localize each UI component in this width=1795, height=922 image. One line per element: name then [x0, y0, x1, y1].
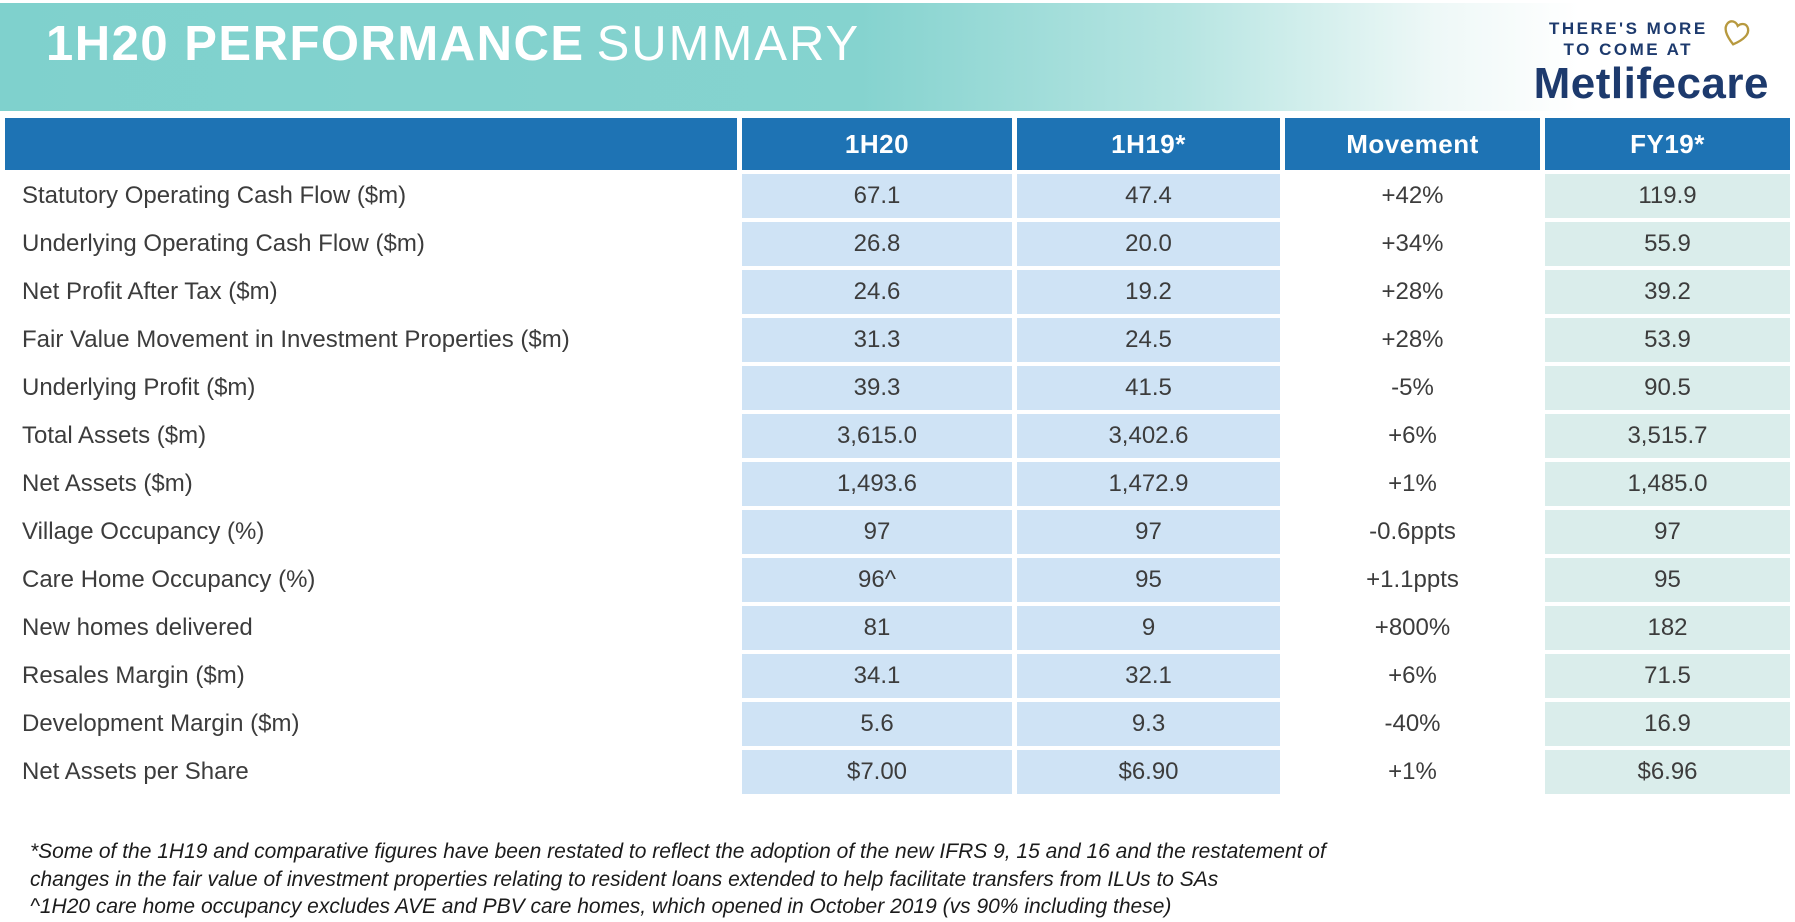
cell-movement: +1%: [1388, 470, 1437, 497]
cell-fy19: $6.96: [1545, 750, 1790, 794]
row-label: Fair Value Movement in Investment Proper…: [22, 326, 570, 353]
cell-fy19: 90.5: [1545, 366, 1790, 410]
cell-movement: +800%: [1374, 614, 1451, 641]
col-header-1h20: 1H20: [742, 118, 1012, 170]
cell-movement: +42%: [1381, 182, 1444, 209]
row-label: New homes delivered: [22, 614, 253, 641]
brand-wordmark: Metlifecare: [1533, 58, 1769, 108]
row-label: Net Assets ($m): [22, 470, 193, 497]
cell-1h19: 1,472.9: [1017, 462, 1280, 506]
cell-movement: +6%: [1388, 422, 1437, 449]
cell-fy19: 71.5: [1545, 654, 1790, 698]
row-label: Underlying Profit ($m): [22, 374, 256, 401]
footnotes: *Some of the 1H19 and comparative figure…: [30, 838, 1375, 921]
cell-1h20: 1,493.6: [742, 462, 1012, 506]
logo-tagline-row: THERE'S MORE TO COME AT: [1534, 14, 1769, 61]
cell-movement: -5%: [1391, 374, 1434, 401]
page-title-bold: 1H20 PERFORMANCE: [46, 17, 585, 71]
cell-1h20: 5.6: [742, 702, 1012, 746]
cell-1h19: 24.5: [1017, 318, 1280, 362]
title-banner: 1H20 PERFORMANCE SUMMARY: [0, 3, 1795, 111]
heart-outline-icon: [1718, 14, 1754, 57]
cell-1h19: 41.5: [1017, 366, 1280, 410]
cell-1h20: 26.8: [742, 222, 1012, 266]
page-title: 1H20 PERFORMANCE SUMMARY: [46, 16, 860, 72]
cell-1h20: 67.1: [742, 174, 1012, 218]
cell-movement: +1.1ppts: [1366, 566, 1459, 593]
col-header-1h19: 1H19*: [1017, 118, 1280, 170]
footnote-restated-figures: *Some of the 1H19 and comparative figure…: [30, 840, 1326, 891]
cell-1h20: 31.3: [742, 318, 1012, 362]
cell-fy19: 16.9: [1545, 702, 1790, 746]
row-label: Care Home Occupancy (%): [22, 566, 316, 593]
cell-fy19: 1,485.0: [1545, 462, 1790, 506]
cell-fy19: 95: [1545, 558, 1790, 602]
cell-fy19: 97: [1545, 510, 1790, 554]
cell-1h20: 81: [742, 606, 1012, 650]
page-title-light: SUMMARY: [596, 17, 861, 71]
cell-fy19: 119.9: [1545, 174, 1790, 218]
cell-1h19: 3,402.6: [1017, 414, 1280, 458]
logo-tagline-line1: THERE'S MORE: [1548, 19, 1708, 38]
cell-1h19: 95: [1017, 558, 1280, 602]
logo-tagline-line2: TO COME AT: [1563, 40, 1694, 60]
row-label: Statutory Operating Cash Flow ($m): [22, 182, 407, 209]
cell-1h19: 20.0: [1017, 222, 1280, 266]
cell-1h20: 34.1: [742, 654, 1012, 698]
footnote-care-home-occupancy: ^1H20 care home occupancy excludes AVE a…: [30, 895, 1172, 919]
cell-movement: -0.6ppts: [1369, 518, 1456, 545]
cell-1h19: 19.2: [1017, 270, 1280, 314]
cell-1h19: 97: [1017, 510, 1280, 554]
cell-fy19: 53.9: [1545, 318, 1790, 362]
cell-movement: +1%: [1388, 758, 1437, 785]
cell-movement: -40%: [1384, 710, 1441, 737]
row-label: Underlying Operating Cash Flow ($m): [22, 230, 425, 257]
cell-movement: +28%: [1381, 326, 1444, 353]
cell-movement: +28%: [1381, 278, 1444, 305]
cell-1h20: 24.6: [742, 270, 1012, 314]
col-header-blank: [5, 118, 737, 170]
cell-movement: +34%: [1381, 230, 1444, 257]
cell-1h19: 32.1: [1017, 654, 1280, 698]
row-label: Resales Margin ($m): [22, 662, 245, 689]
performance-table: 1H20 1H19* Movement FY19* Statutory Oper…: [5, 118, 1790, 794]
cell-1h20: 39.3: [742, 366, 1012, 410]
cell-fy19: 39.2: [1545, 270, 1790, 314]
cell-1h19: 47.4: [1017, 174, 1280, 218]
col-header-fy19: FY19*: [1545, 118, 1790, 170]
col-header-movement: Movement: [1285, 118, 1540, 170]
cell-1h20: 97: [742, 510, 1012, 554]
cell-1h20: $7.00: [742, 750, 1012, 794]
row-label: Net Profit After Tax ($m): [22, 278, 278, 305]
cell-1h19: $6.90: [1017, 750, 1280, 794]
row-label: Village Occupancy (%): [22, 518, 265, 545]
row-label: Total Assets ($m): [22, 422, 207, 449]
cell-1h19: 9: [1017, 606, 1280, 650]
cell-movement: +6%: [1388, 662, 1437, 689]
cell-fy19: 182: [1545, 606, 1790, 650]
logo-tagline: THERE'S MORE TO COME AT: [1549, 14, 1708, 61]
row-label: Development Margin ($m): [22, 710, 300, 737]
cell-1h20: 3,615.0: [742, 414, 1012, 458]
cell-1h20: 96^: [742, 558, 1012, 602]
cell-1h19: 9.3: [1017, 702, 1280, 746]
cell-fy19: 55.9: [1545, 222, 1790, 266]
row-label: Net Assets per Share: [22, 758, 249, 785]
metlifecare-logo: THERE'S MORE TO COME AT Metlifecare: [1534, 14, 1769, 106]
cell-fy19: 3,515.7: [1545, 414, 1790, 458]
